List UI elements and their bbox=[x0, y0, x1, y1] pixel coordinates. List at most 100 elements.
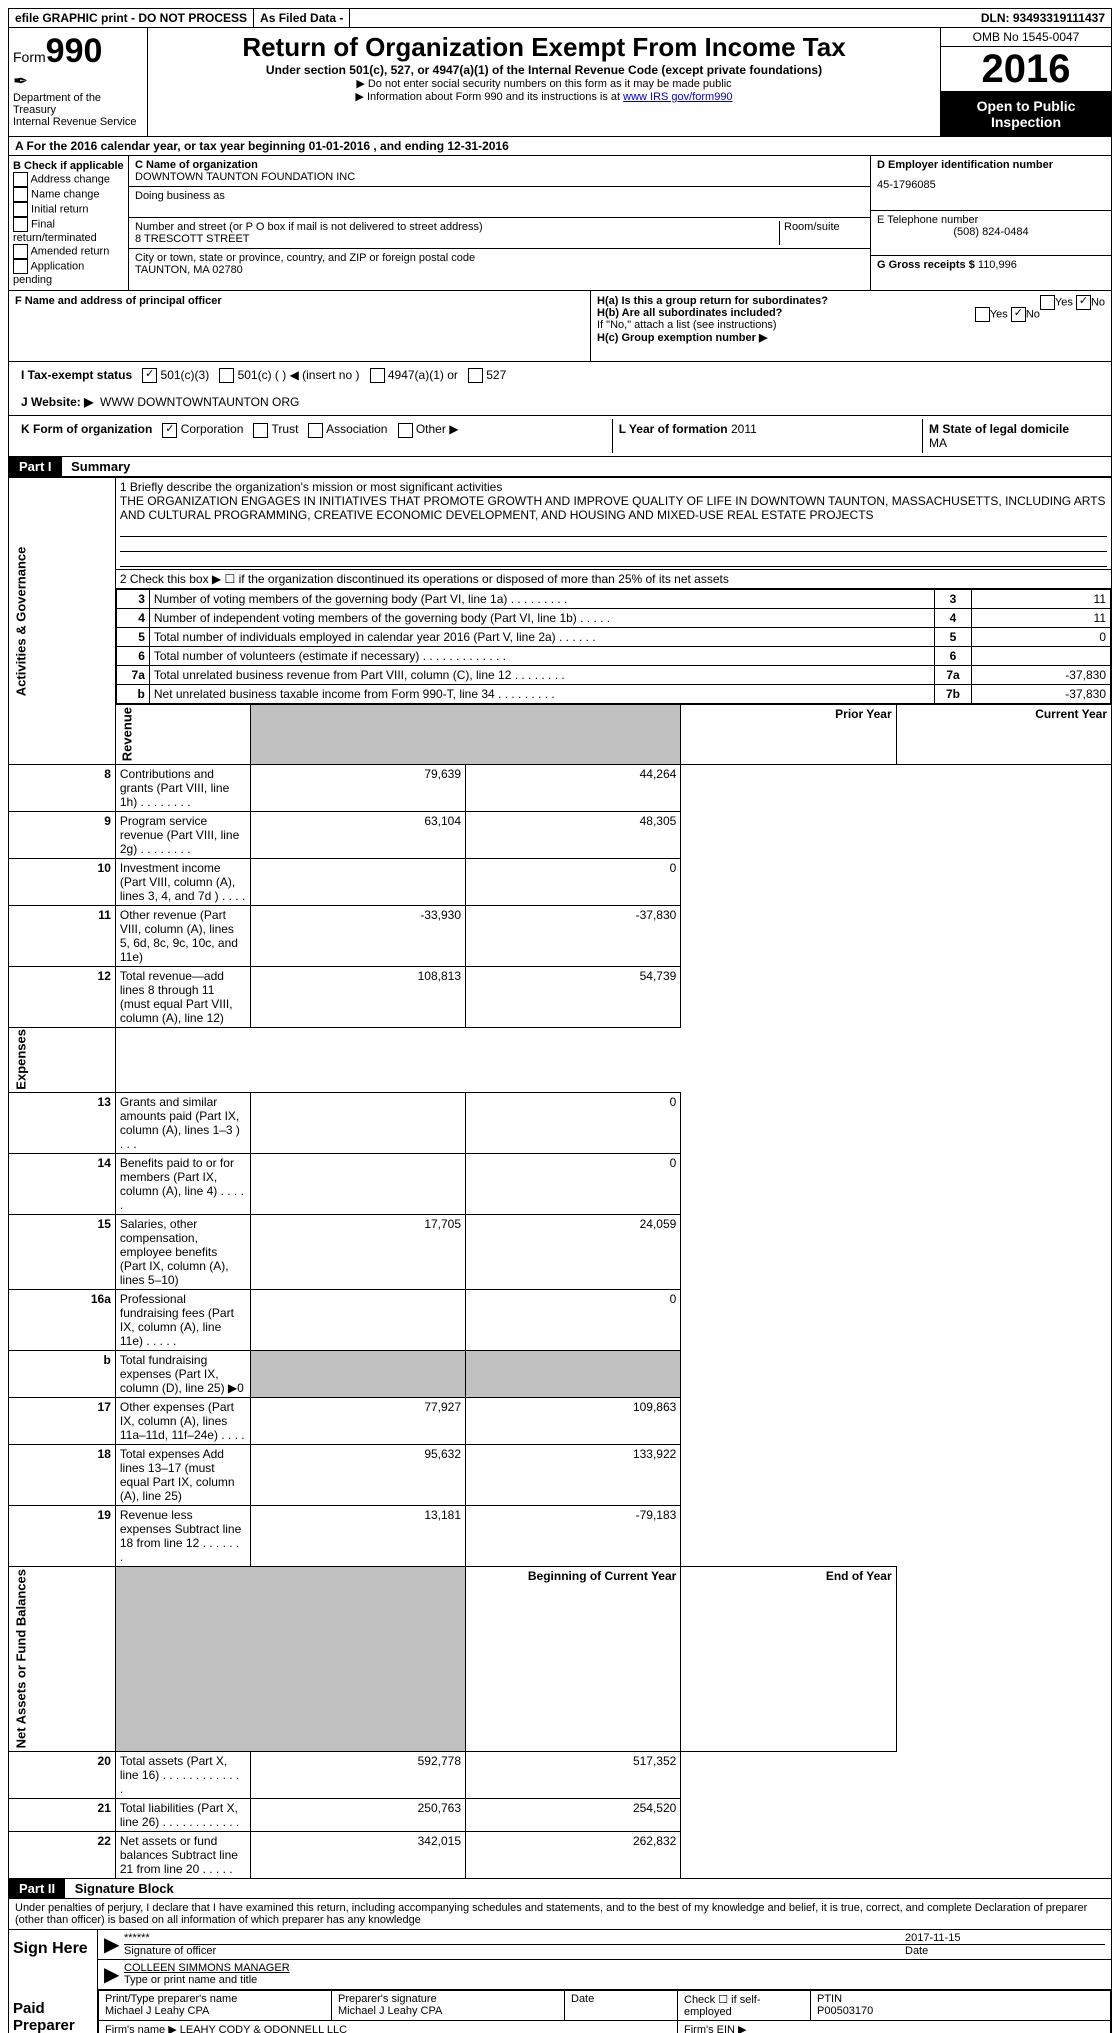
checkbox[interactable] bbox=[13, 217, 28, 232]
sig-stars: ****** bbox=[124, 1932, 905, 1944]
date-label: Date bbox=[905, 1944, 1105, 1957]
ein-value: 45-1796085 bbox=[877, 179, 1105, 191]
header-left: Form990 ✒ Department of the Treasury Int… bbox=[9, 28, 148, 136]
paid-preparer-label: Paid Preparer Use Only bbox=[9, 1990, 98, 2033]
tax-year: 2016 bbox=[941, 47, 1111, 92]
part1-badge: Part I bbox=[9, 457, 62, 476]
ptin-value: P00503170 bbox=[817, 2005, 1104, 2017]
open-public-badge: Open to Public Inspection bbox=[941, 92, 1111, 136]
col-d-numbers: D Employer identification number 45-1796… bbox=[871, 156, 1111, 290]
prep-name: Michael J Leahy CPA bbox=[105, 2005, 325, 2017]
part1-title: Summary bbox=[65, 459, 130, 474]
prep-sig: Michael J Leahy CPA bbox=[338, 2005, 558, 2017]
org-city: TAUNTON, MA 02780 bbox=[135, 264, 864, 276]
org-address: 8 TRESCOTT STREET bbox=[135, 233, 775, 245]
assoc-checkbox[interactable] bbox=[308, 423, 323, 438]
tel-value: (508) 824-0484 bbox=[877, 226, 1105, 238]
row-k: K Form of organization ✓ Corporation Tru… bbox=[8, 416, 1112, 457]
room-label: Room/suite bbox=[780, 221, 864, 245]
irs-link[interactable]: www IRS gov/form990 bbox=[623, 91, 732, 103]
firm-name: LEAHY CODY & ODONNELL LLC bbox=[180, 2024, 347, 2033]
501c-checkbox[interactable] bbox=[219, 368, 234, 383]
preparer-table: Print/Type preparer's nameMichael J Leah… bbox=[98, 1990, 1111, 2033]
form-header: Form990 ✒ Department of the Treasury Int… bbox=[8, 28, 1112, 137]
form-number: 990 bbox=[46, 32, 103, 70]
part2-title: Signature Block bbox=[69, 1881, 174, 1896]
corp-checkbox[interactable]: ✓ bbox=[162, 423, 177, 438]
row-a-tax-year: A For the 2016 calendar year, or tax yea… bbox=[8, 137, 1112, 156]
checkbox[interactable] bbox=[13, 244, 28, 259]
firm-name-label: Firm's name ▶ bbox=[105, 2024, 177, 2033]
top-bar: efile GRAPHIC print - DO NOT PROCESS As … bbox=[8, 8, 1112, 28]
name-title-label: Type or print name and title bbox=[124, 1974, 1105, 1986]
summary-table: Activities & Governance 1 Briefly descri… bbox=[8, 477, 1112, 1878]
i-label: I Tax-exempt status bbox=[21, 368, 132, 382]
part2-badge: Part II bbox=[9, 1879, 65, 1898]
k-label: K Form of organization bbox=[21, 422, 152, 436]
hb-label: H(b) Are all subordinates included? bbox=[597, 307, 782, 319]
hb-no-checkbox[interactable]: ✓ bbox=[1011, 307, 1026, 322]
main-info-grid: B Check if applicable Address change Nam… bbox=[8, 156, 1112, 291]
ha-yes-checkbox[interactable] bbox=[1040, 295, 1055, 310]
org-name: DOWNTOWN TAUNTON FOUNDATION INC bbox=[135, 171, 864, 183]
m-val: MA bbox=[929, 436, 947, 450]
note-1: ▶ Do not enter social security numbers o… bbox=[152, 77, 936, 90]
row-i: I Tax-exempt status ✓ 501(c)(3) 501(c) (… bbox=[8, 362, 1112, 389]
f-label: F Name and address of principal officer bbox=[15, 295, 584, 307]
addr-label: Number and street (or P O box if mail is… bbox=[135, 221, 775, 233]
self-employed-check: Check ☐ if self-employed bbox=[678, 1990, 811, 2020]
col-b-checkboxes: B Check if applicable Address change Nam… bbox=[9, 156, 129, 290]
dba-label: Doing business as bbox=[135, 190, 864, 202]
dln: DLN: 93493319111437 bbox=[975, 9, 1111, 27]
gross-value: 110,996 bbox=[978, 259, 1017, 271]
ha-no-checkbox[interactable]: ✓ bbox=[1076, 295, 1091, 310]
q1-label: 1 Briefly describe the organization's mi… bbox=[120, 480, 1107, 494]
col-c-org-info: C Name of organization DOWNTOWN TAUNTON … bbox=[129, 156, 871, 290]
row-f-h: F Name and address of principal officer … bbox=[8, 291, 1112, 362]
527-checkbox[interactable] bbox=[468, 368, 483, 383]
irs-label: Internal Revenue Service bbox=[13, 116, 143, 128]
end-year-hdr: End of Year bbox=[681, 1567, 896, 1751]
prior-year-hdr: Prior Year bbox=[681, 705, 896, 764]
l-val: 2011 bbox=[731, 422, 757, 436]
name-label: C Name of organization bbox=[135, 159, 864, 171]
ha-label: H(a) Is this a group return for subordin… bbox=[597, 295, 828, 307]
header-mid: Return of Organization Exempt From Incom… bbox=[148, 28, 941, 136]
checkbox[interactable] bbox=[13, 259, 28, 274]
ein-label: D Employer identification number bbox=[877, 159, 1105, 171]
checkbox[interactable] bbox=[13, 202, 28, 217]
4947-checkbox[interactable] bbox=[370, 368, 385, 383]
sig-date: 2017-11-15 bbox=[905, 1932, 1105, 1944]
hc-label: H(c) Group exemption number ▶ bbox=[597, 331, 1105, 344]
tel-label: E Telephone number bbox=[877, 214, 1105, 226]
signature-block: Sign Here ▶ ****** Signature of officer … bbox=[8, 1930, 1112, 2033]
vlabel-revenue: Revenue bbox=[115, 705, 250, 764]
begin-year-hdr: Beginning of Current Year bbox=[466, 1567, 681, 1751]
officer-name: COLLEEN SIMMONS MANAGER bbox=[124, 1962, 1105, 1974]
ptin-label: PTIN bbox=[817, 1993, 1104, 2005]
prep-date-label: Date bbox=[565, 1990, 678, 2020]
j-label: J Website: ▶ bbox=[21, 395, 93, 409]
vlabel-governance: Activities & Governance bbox=[9, 478, 116, 764]
501c3-checkbox[interactable]: ✓ bbox=[142, 368, 157, 383]
hb-yes-checkbox[interactable] bbox=[975, 307, 990, 322]
prep-sig-label: Preparer's signature bbox=[338, 1993, 558, 2005]
form-label: Form bbox=[13, 49, 46, 65]
efile-notice: efile GRAPHIC print - DO NOT PROCESS bbox=[9, 9, 254, 27]
trust-checkbox[interactable] bbox=[253, 423, 268, 438]
firm-ein-label: Firm's EIN ▶ bbox=[678, 2020, 1111, 2033]
dept-label: Department of the Treasury bbox=[13, 92, 143, 116]
checkbox[interactable] bbox=[13, 187, 28, 202]
gross-label: G Gross receipts $ bbox=[877, 259, 975, 271]
checkbox[interactable] bbox=[13, 172, 28, 187]
header-right: OMB No 1545-0047 2016 Open to Public Ins… bbox=[941, 28, 1111, 136]
col-b-title: B Check if applicable bbox=[13, 160, 124, 172]
form-title: Return of Organization Exempt From Incom… bbox=[152, 32, 936, 63]
other-checkbox[interactable] bbox=[398, 423, 413, 438]
website: WWW DOWNTOWNTAUNTON ORG bbox=[100, 395, 299, 409]
part1-header: Part I Summary bbox=[8, 457, 1112, 477]
sig-officer-label: Signature of officer bbox=[124, 1944, 905, 1957]
current-year-hdr: Current Year bbox=[896, 705, 1111, 764]
row-j: J Website: ▶ WWW DOWNTOWNTAUNTON ORG bbox=[8, 389, 1112, 416]
note-2: ▶ Information about Form 990 and its ins… bbox=[355, 91, 623, 103]
